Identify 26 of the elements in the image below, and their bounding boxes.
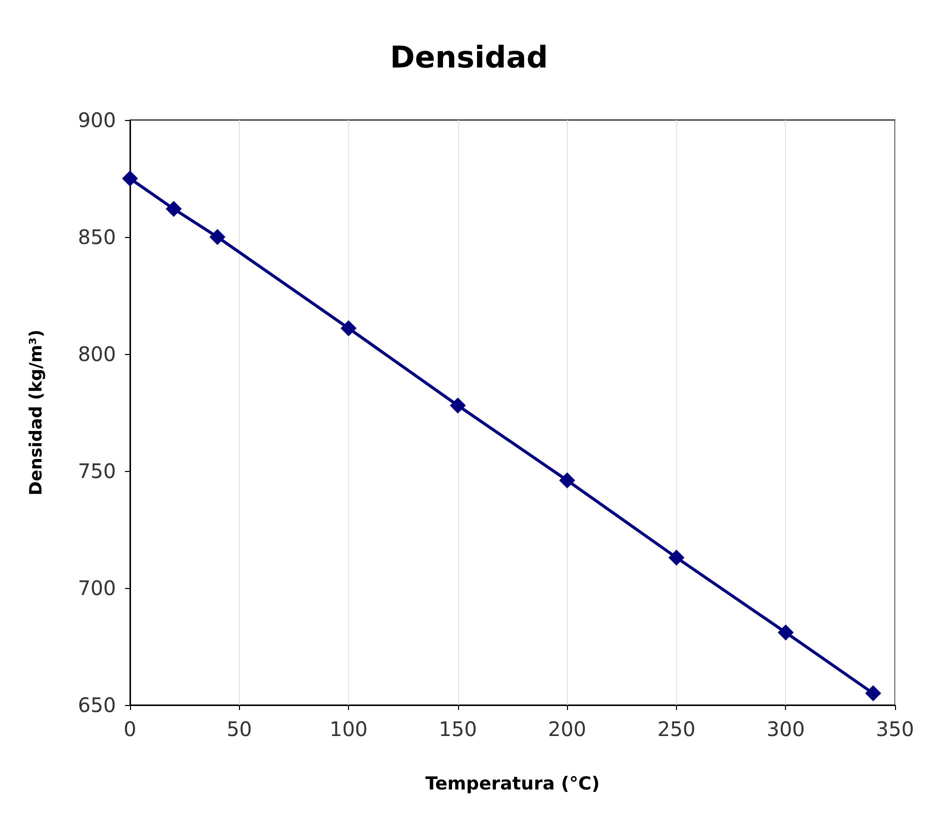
point: [668, 550, 684, 566]
x-tick-label: 350: [876, 717, 914, 741]
y-tick-label: 650: [78, 693, 116, 717]
x-tick-label: 300: [766, 717, 805, 741]
point: [209, 229, 226, 245]
x-tick-label: 250: [657, 717, 696, 741]
point: [450, 397, 466, 414]
point: [865, 685, 882, 702]
point: [122, 170, 138, 186]
x-tick-label: 50: [226, 717, 252, 741]
y-axis-title: Densidad (kg/m³): [26, 330, 46, 496]
y-tick-label: 800: [78, 342, 116, 366]
chart-title: Densidad: [390, 40, 548, 76]
point: [340, 320, 357, 336]
y-tick-label: 900: [78, 108, 116, 132]
x-axis-title: Temperatura (°C): [425, 774, 600, 794]
point: [166, 200, 182, 217]
x-tick-label: 100: [329, 717, 368, 741]
y-tick-label: 750: [78, 459, 116, 483]
y-tick-label: 850: [78, 225, 116, 249]
y-tick-label: 700: [78, 576, 116, 600]
point: [559, 472, 576, 488]
x-tick-label: 150: [438, 717, 477, 741]
x-tick-label: 0: [124, 717, 136, 741]
point: [778, 624, 794, 640]
x-tick-label: 200: [548, 717, 586, 741]
